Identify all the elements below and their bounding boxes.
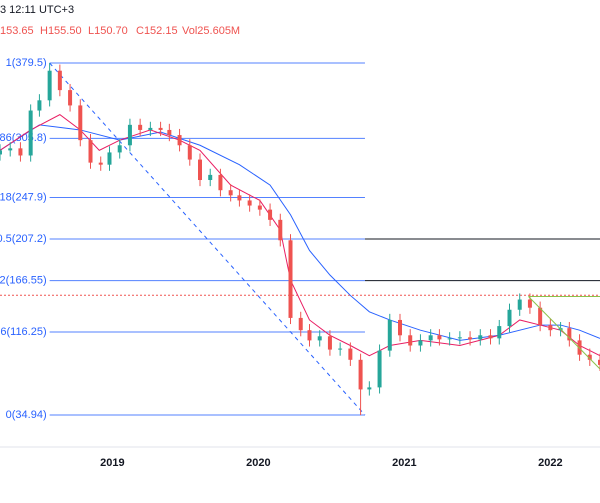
candle-body	[447, 338, 452, 340]
candle-body	[117, 145, 122, 153]
candle-body	[278, 219, 283, 241]
candle-body	[68, 90, 73, 106]
candle-body	[198, 159, 202, 181]
candle-body	[587, 354, 592, 360]
candle-body	[527, 299, 532, 308]
candle-body	[98, 162, 103, 165]
candle-body	[148, 127, 153, 130]
candle-body	[598, 359, 600, 365]
candle-body	[567, 328, 572, 341]
candle-body	[377, 350, 382, 388]
fib-label: .786(305.8)	[0, 132, 47, 144]
x-tick-label: 2021	[392, 457, 416, 469]
candle-body	[288, 240, 293, 318]
candle-body	[88, 140, 93, 163]
candle-body	[57, 70, 62, 91]
candle-body	[457, 337, 462, 339]
fib-label: 236(116.25)	[0, 326, 47, 338]
candle-body	[317, 336, 322, 341]
candle-body	[28, 110, 33, 156]
candle-body	[8, 148, 13, 151]
candle-body	[488, 335, 493, 339]
candle-body	[437, 335, 442, 340]
candle-body	[237, 195, 242, 201]
candle-body	[428, 335, 433, 341]
trend-line	[528, 296, 600, 370]
moving-average	[0, 114, 600, 357]
candle-body	[577, 340, 582, 355]
header-high: H155.50	[40, 25, 82, 37]
candle-body	[138, 124, 143, 130]
candle-body	[307, 330, 312, 341]
candle-body	[228, 190, 233, 196]
fib-label: 382(166.55)	[0, 274, 47, 286]
candle-body	[398, 319, 402, 336]
candle-body	[127, 124, 132, 146]
candle-body	[187, 145, 192, 160]
candle-body	[158, 127, 163, 130]
candle-body	[408, 335, 413, 346]
candle-body	[78, 105, 83, 141]
x-tick-label: 2022	[538, 457, 562, 469]
candle-body	[167, 129, 172, 136]
fib-label: 1(379.5)	[6, 57, 47, 69]
candle-body	[468, 337, 473, 340]
candle-body	[18, 148, 23, 156]
x-tick-label: 2019	[100, 457, 124, 469]
candle-body	[367, 387, 372, 390]
header-low: L150.70	[88, 25, 128, 37]
candle-body	[208, 174, 213, 181]
candle-body	[37, 100, 42, 111]
candle-body	[257, 205, 262, 210]
header-time: 3 12:11 UTC+3	[0, 4, 74, 16]
candle-body	[538, 307, 543, 326]
candle-body	[107, 152, 112, 165]
candle-body	[247, 200, 252, 206]
candle-body	[218, 174, 223, 191]
candle-body	[298, 317, 303, 331]
candle-body	[348, 348, 353, 360]
candle-body	[478, 335, 483, 340]
candle-body	[177, 135, 182, 146]
candle-body	[387, 319, 392, 351]
x-tick-label: 2020	[246, 457, 270, 469]
candle-body	[338, 348, 343, 350]
candle-body	[268, 209, 273, 220]
fib-label: .618(247.9)	[0, 191, 47, 203]
candle-body	[0, 150, 2, 155]
fib-diagonal	[49, 62, 366, 416]
candle-body	[47, 70, 52, 101]
candle-body	[497, 326, 502, 339]
candle-body	[418, 340, 423, 346]
fib-label: 0(34.94)	[6, 409, 47, 421]
header-volume: Vol25.605M	[182, 25, 240, 37]
moving-average	[0, 124, 600, 341]
header-open: 153.65	[0, 25, 34, 37]
candle-body	[507, 309, 512, 327]
header-close: C152.15	[136, 25, 178, 37]
candle-body	[358, 359, 363, 390]
candle-body	[517, 299, 522, 310]
candle-body	[327, 336, 332, 350]
candle-body	[548, 325, 553, 331]
fib-label: 0.5(207.2)	[0, 233, 47, 245]
